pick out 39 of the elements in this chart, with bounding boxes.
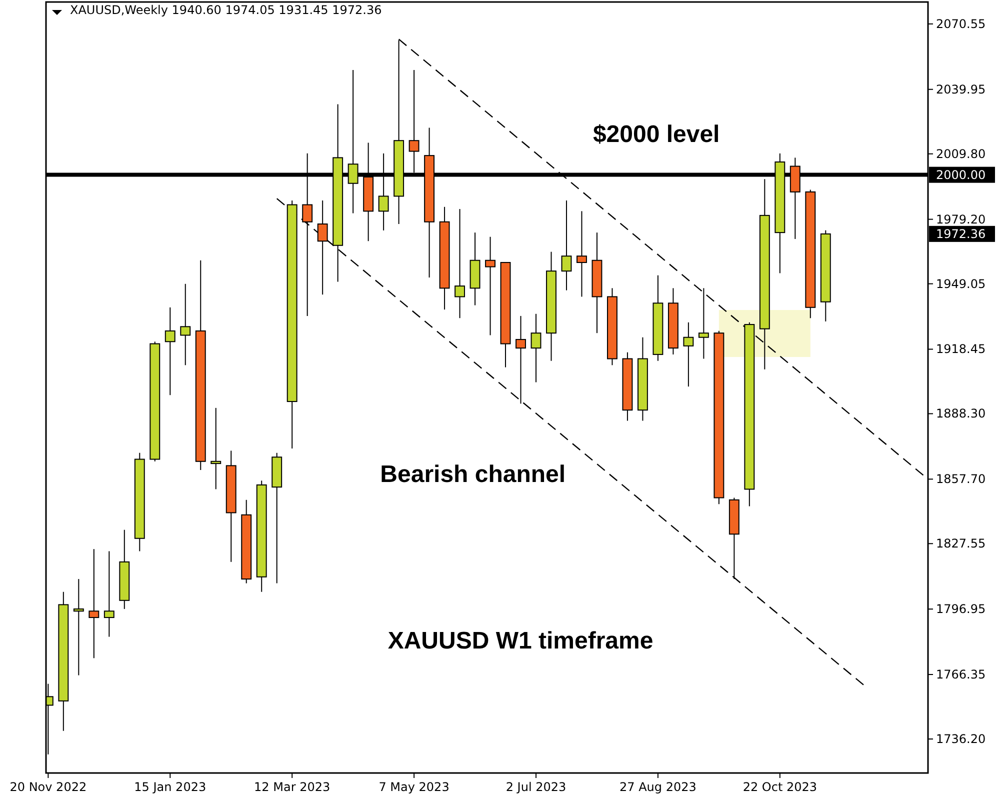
y-tick-label: 1827.55 <box>936 536 986 551</box>
candlestick <box>516 315 526 404</box>
y-tick-label: 1918.45 <box>936 342 986 356</box>
x-tick-label: 7 May 2023 <box>378 780 450 794</box>
candlestick <box>104 550 114 638</box>
y-tick-label: 1979.20 <box>936 212 986 226</box>
candlestick <box>210 407 222 490</box>
x-tick-label: 27 Aug 2023 <box>620 780 696 794</box>
annotation: XAUUSD W1 timeframe <box>388 626 654 654</box>
candlestick <box>454 208 466 319</box>
y-tick-label: 1949.05 <box>936 276 986 291</box>
y-tick-label: 2039.95 <box>936 82 986 96</box>
candlestick <box>164 306 176 396</box>
x-tick-label: 12 Mar 2023 <box>254 780 330 794</box>
y-tick-label: 2070.55 <box>936 16 986 31</box>
y-tick-label: 1888.30 <box>936 406 986 421</box>
x-tick-label: 22 Oct 2023 <box>742 780 818 794</box>
y-tick-label: 1857.70 <box>936 472 986 486</box>
candlestick <box>698 288 709 360</box>
candlestick <box>683 322 694 388</box>
candlestick <box>561 200 572 291</box>
candlestick <box>530 313 542 383</box>
candlestick <box>88 548 100 659</box>
annotation: Bearish channel <box>380 460 566 488</box>
chart-title: XAUUSD,Weekly 1940.60 1974.05 1931.45 1972.36 <box>70 3 382 17</box>
y-tick-label: 1766.35 <box>936 668 986 682</box>
candlestick <box>576 210 587 298</box>
candlestick <box>73 578 84 676</box>
x-tick-label: 2 Jul 2023 <box>506 780 566 794</box>
text: 1972.36 <box>936 226 986 241</box>
y-tick-label: 2009.80 <box>936 146 986 161</box>
y-tick-label: 1796.95 <box>936 602 986 616</box>
candlestick <box>485 236 496 336</box>
x-tick-label: 15 Jan 2023 <box>134 780 206 794</box>
annotation: $2000 level <box>592 120 720 148</box>
ref-line-label: 2000.00 <box>936 168 986 182</box>
candlestick <box>180 283 191 366</box>
x-tick-label: 20 Nov 2022 <box>10 780 87 794</box>
y-tick-label: 1736.20 <box>936 732 986 746</box>
